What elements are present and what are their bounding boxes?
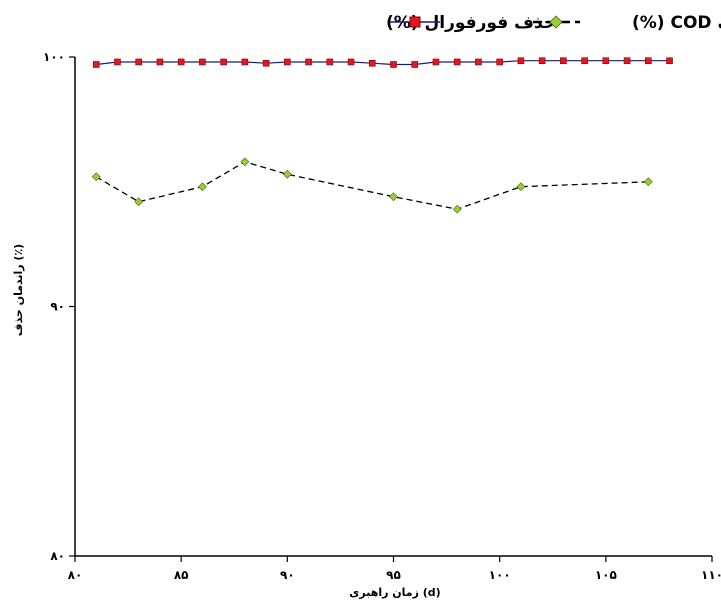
data-point (156, 58, 164, 66)
data-point (496, 58, 503, 66)
series-line (95, 161, 649, 210)
data-point (644, 57, 652, 65)
data-point (305, 58, 312, 66)
data-point (602, 57, 610, 65)
data-point (240, 157, 250, 167)
legend-diamond-marker-icon (549, 15, 563, 29)
data-point (368, 59, 376, 67)
legend-square-marker-icon (409, 16, 421, 28)
data-point (326, 58, 334, 66)
data-point (538, 57, 546, 65)
data-point (91, 172, 101, 182)
x-tick-label: ۱۰۰ (489, 568, 511, 582)
series-layer (91, 57, 673, 214)
data-point (262, 59, 270, 67)
data-point (581, 57, 588, 65)
data-point (347, 58, 355, 66)
data-point (432, 58, 440, 66)
y-tick-label: ۸۰ (50, 549, 65, 563)
y-tick-label: ۹۰ (50, 300, 65, 314)
data-point (560, 57, 567, 65)
series-0 (92, 57, 673, 68)
series-1 (91, 157, 653, 214)
data-point (643, 177, 653, 187)
y-tick-label: ۱۰۰ (43, 50, 65, 64)
data-point (475, 58, 482, 66)
x-tick-label: ۹۵ (386, 568, 401, 582)
data-point (114, 58, 121, 66)
data-point (197, 182, 207, 192)
y-axis-ticks: ۸۰ ۹۰ ۱۰۰ (43, 50, 75, 563)
series-line (96, 60, 670, 66)
data-point (177, 58, 185, 66)
data-point (517, 57, 525, 65)
legend-entry-furfural: حذف فورفورال (%) (386, 13, 556, 33)
data-point (666, 57, 673, 65)
x-tick-label: ۸۰ (68, 568, 83, 582)
x-tick-label: ۸۵ (174, 568, 189, 582)
x-tick-label: ۹۰ (280, 568, 295, 582)
legend-label-furfural: حذف فورفورال (%) (386, 13, 556, 33)
data-point (282, 169, 292, 179)
legend-label-cod: حذف COD (%) (632, 13, 721, 33)
data-point (220, 58, 227, 66)
legend: حذف فورفورال (%) حذف COD (%) (386, 13, 721, 33)
data-point (623, 57, 631, 65)
axes (74, 57, 712, 557)
data-point (284, 58, 291, 66)
data-point (516, 182, 526, 192)
data-point (241, 58, 249, 66)
data-point (92, 61, 100, 68)
data-point (390, 61, 397, 68)
data-point (134, 197, 144, 207)
data-point (135, 58, 142, 66)
data-point (452, 204, 462, 214)
legend-entry-cod: حذف COD (%) (533, 13, 721, 33)
data-point (411, 61, 419, 68)
x-tick-label: ۱۱۰ (701, 568, 721, 582)
data-point (389, 192, 398, 202)
data-point (453, 58, 461, 66)
y-axis-title: راندمان حذف (٪) (12, 244, 25, 336)
x-tick-label: ۱۰۵ (595, 568, 617, 582)
x-axis-ticks: ۸۰ ۸۵ ۹۰ ۹۵ ۱۰۰ ۱۰۵ ۱۱۰ (68, 556, 721, 582)
x-axis-title: زمان راهبری (d) (349, 586, 440, 599)
data-point (199, 58, 206, 66)
